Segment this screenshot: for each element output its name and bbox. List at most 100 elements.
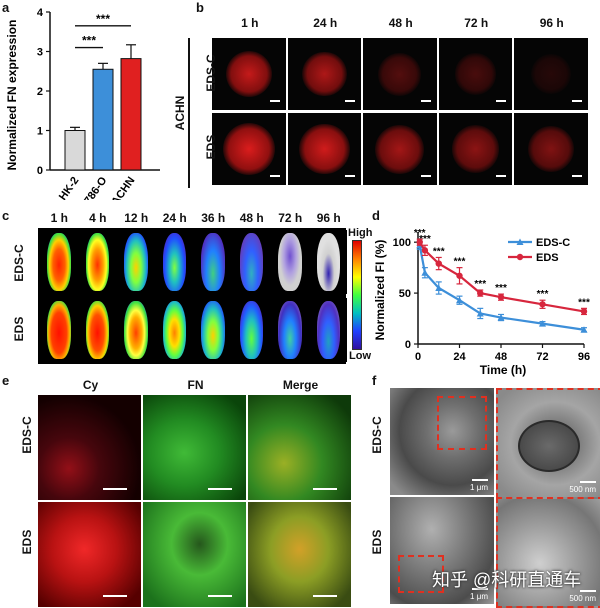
panel-c-mouse-signal	[162, 233, 186, 291]
panel-b-image-r1-c1	[287, 113, 361, 185]
panel-c-mouse-r1-c7	[309, 298, 347, 362]
panel-d-ytick-label: 100	[393, 237, 411, 249]
panel-a-bar-hk-2	[64, 130, 86, 171]
panel-c-time-label: 72 h	[278, 211, 303, 225]
panel-b-scalebar	[571, 175, 582, 177]
panel-d-xtick-label: 48	[495, 351, 507, 363]
panel-c-mouse-signal	[278, 233, 302, 291]
panel-b-image-r0-c4	[514, 38, 588, 110]
panel-b-image-r1-c0	[212, 113, 286, 185]
panel-d-xtick-label: 0	[415, 351, 421, 363]
panel-b-row-eds: EDS	[204, 134, 218, 160]
panel-c-mouse-signal	[278, 301, 302, 359]
panel-c-mouse-r0-c6	[271, 230, 309, 294]
panel-b-scalebar	[345, 100, 355, 102]
panel-d-xlabel: Time (h)	[480, 363, 526, 377]
panel-b-image-r1-c2	[363, 113, 437, 185]
panel-e-scalebar	[313, 488, 337, 490]
panel-b-spheroid	[299, 123, 350, 175]
panel-b-spheroid	[451, 125, 499, 173]
panel-c-time-label: 96 h	[316, 211, 341, 225]
panel-c-mouse-signal	[47, 233, 71, 291]
panel-b-spheroid	[222, 123, 275, 175]
panel-b-scalebar	[420, 175, 431, 177]
panel-e-label: e	[2, 373, 10, 388]
panel-b-image-r0-c1	[287, 38, 361, 110]
panel-b-time-label: 96 h	[539, 16, 564, 30]
panel-d-sig-annotation: ***	[495, 283, 507, 294]
panel-e-image-r1-c0	[38, 502, 141, 607]
panel-d-ylabel: Normalized FI (%)	[373, 240, 387, 341]
panel-b-spheroid	[375, 124, 425, 174]
panel-d-legend-marker	[516, 238, 524, 245]
panel-f-row-eds-c: EDS-C	[370, 416, 384, 454]
panel-c-time-label: 48 h	[239, 211, 264, 225]
panel-b-time-label: 24 h	[313, 16, 338, 30]
panel-d-sig-annotation: ***	[454, 257, 466, 268]
panel-d-xtick-label: 24	[453, 351, 466, 363]
panel-c-label: c	[2, 208, 10, 223]
panel-e-row-eds: EDS	[20, 529, 34, 555]
panel-b-image-r0-c3	[438, 38, 512, 110]
panel-d-point-eds	[477, 289, 484, 297]
panel-e-col-label: Cy	[82, 378, 99, 392]
panel-b-image-r1-c4	[514, 113, 588, 185]
panel-b-image-r0-c2	[363, 38, 437, 110]
panel-f-image-r0-c0: 1 μm	[390, 388, 494, 495]
panel-c-mouse-r1-c6	[271, 298, 309, 362]
panel-c-mouse-r1-c0	[40, 298, 78, 362]
panel-a-category-label: 786-O	[82, 174, 110, 200]
panel-c-time-label: 36 h	[201, 211, 226, 225]
panel-e-col-label: Merge	[282, 378, 319, 392]
panel-d-ytick-label: 50	[399, 288, 411, 300]
panel-d-point-eds	[416, 238, 423, 246]
panel-d-sig-annotation: ***	[578, 297, 590, 308]
panel-d-point-eds	[435, 260, 442, 267]
panel-a-label: a	[2, 0, 10, 15]
panel-d-xtick-label: 96	[578, 351, 590, 363]
panel-d-legend-label: EDS-C	[536, 237, 570, 249]
panel-c-mouse-signal	[201, 233, 225, 291]
panel-a-category-label: HK-2	[57, 175, 82, 200]
panel-c-colorbar-low: Low	[349, 350, 371, 362]
panel-c-row-eds: EDS	[12, 316, 26, 342]
panel-e-scalebar	[103, 488, 127, 490]
panel-c-row-eds-c: EDS-C	[12, 244, 26, 282]
panel-b-image-r0-c0	[212, 38, 286, 110]
panel-d-point-eds-c	[435, 284, 443, 291]
watermark: 知乎 @科研直通车	[432, 570, 582, 590]
panel-d-legend-marker	[516, 253, 524, 261]
panel-a-ytick-label: 0	[37, 165, 43, 177]
panel-d-point-eds	[580, 308, 588, 315]
panel-d-sig-annotation: ***	[414, 228, 426, 239]
panel-e-image-r0-c0	[38, 395, 141, 500]
panel-f-image-r1-c1: 500 nm	[496, 497, 600, 608]
panel-b-group-bar	[188, 38, 190, 188]
panel-b-scalebar	[571, 100, 582, 102]
panel-e-row-eds-c: EDS-C	[20, 416, 34, 454]
panel-b-time-label: 48 h	[388, 16, 413, 30]
panel-c-mouse-r1-c4	[194, 298, 232, 362]
panel-d-ytick-label: 0	[405, 339, 411, 351]
panel-f-scalebar	[580, 590, 596, 592]
panel-b-spheroid	[378, 52, 422, 96]
panel-c-mouse-r0-c2	[117, 230, 155, 294]
panel-b-spheroid	[530, 54, 571, 94]
panel-a-chart: Normalized FN expression 0 1 2 3 4 HK-2 786-O…	[5, 7, 160, 200]
panel-a-ytick-label: 2	[37, 86, 43, 98]
panel-b-spheroid	[454, 53, 496, 95]
panel-c-mouse-r0-c1	[78, 230, 116, 294]
panel-f-scale-label: 1 μm	[470, 483, 488, 492]
panel-c-mouse-signal	[85, 233, 109, 291]
panel-d-point-eds	[456, 272, 463, 279]
panel-b-row-eds-c: EDS-C	[204, 54, 218, 92]
panel-f-row-eds: EDS	[370, 529, 384, 555]
panel-c-colorbar	[352, 240, 362, 350]
panel-c-mouse-signal	[201, 301, 225, 359]
panel-f-scalebar	[472, 479, 488, 481]
panel-c-mouse-signal	[316, 233, 340, 291]
panel-d-point-eds-c	[456, 296, 463, 304]
panel-c-mouse-r0-c5	[232, 230, 270, 294]
panel-f-scale-label: 500 nm	[569, 485, 596, 494]
panel-c-mouse-r1-c5	[232, 298, 270, 362]
